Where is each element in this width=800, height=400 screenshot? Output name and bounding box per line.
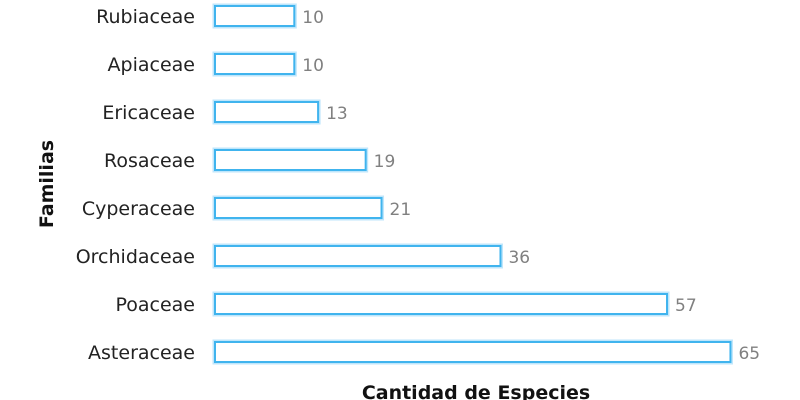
bar-rosaceae <box>214 149 367 171</box>
category-label-ericaceae: Ericaceae <box>102 102 195 124</box>
bars-layer <box>212 3 733 365</box>
x-axis-title: Cantidad de Especies <box>362 382 590 400</box>
bar-rubiaceae <box>214 5 296 27</box>
category-label-asteraceae: Asteraceae <box>88 342 195 364</box>
value-label-orchidaceae: 36 <box>508 248 530 268</box>
bar-poaceae <box>214 293 669 315</box>
labels-layer: Rubiaceae 10 Apiaceae 10 Ericaceae 13 Rosaceae… <box>76 6 760 364</box>
category-label-rosaceae: Rosaceae <box>104 150 195 172</box>
bar-orchidaceae <box>214 245 502 267</box>
value-label-apiaceae: 10 <box>302 56 324 76</box>
value-label-rosaceae: 19 <box>374 152 396 172</box>
category-label-poaceae: Poaceae <box>115 294 195 316</box>
value-label-asteraceae: 65 <box>738 344 760 364</box>
value-label-rubiaceae: 10 <box>302 8 324 28</box>
bar-ericaceae <box>214 101 320 123</box>
category-label-apiaceae: Apiaceae <box>108 54 195 76</box>
bar-cyperaceae <box>214 197 383 219</box>
value-label-ericaceae: 13 <box>326 104 348 124</box>
category-label-orchidaceae: Orchidaceae <box>76 246 195 268</box>
category-label-rubiaceae: Rubiaceae <box>96 6 195 28</box>
y-axis-title: Familias <box>36 140 58 228</box>
value-label-cyperaceae: 21 <box>390 200 412 220</box>
bar-apiaceae <box>214 53 296 75</box>
bar-asteraceae <box>214 341 732 363</box>
category-label-cyperaceae: Cyperaceae <box>82 198 195 220</box>
value-label-poaceae: 57 <box>675 296 697 316</box>
